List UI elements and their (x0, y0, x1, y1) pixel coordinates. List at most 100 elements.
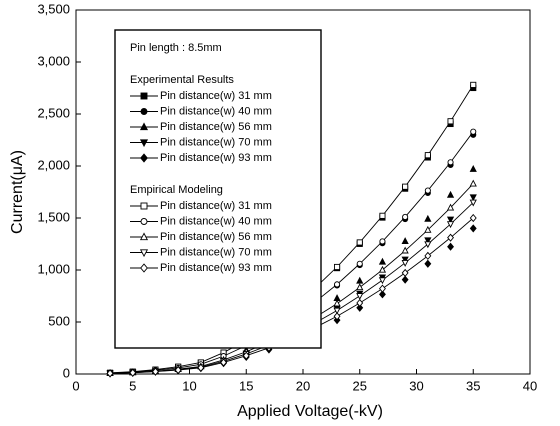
legend-label: Pin distance(w) 56 mm (160, 121, 272, 133)
x-tick-label: 35 (466, 378, 480, 393)
legend-label: Pin distance(w) 40 mm (160, 105, 272, 117)
marker (139, 232, 149, 241)
marker (356, 298, 364, 308)
marker (401, 237, 409, 244)
legend-group: Empirical Modeling (130, 184, 223, 196)
y-tick-label: 1,500 (37, 209, 70, 224)
marker (446, 203, 455, 211)
marker (469, 165, 477, 172)
marker (402, 213, 409, 221)
marker (356, 239, 363, 246)
marker (446, 190, 455, 198)
marker (401, 256, 409, 264)
marker (447, 118, 454, 125)
marker (378, 257, 387, 265)
marker (379, 238, 386, 245)
legend-label: Pin distance(w) 40 mm (160, 215, 272, 227)
marker (139, 249, 149, 258)
marker (356, 276, 364, 284)
marker (129, 368, 137, 377)
marker (446, 221, 455, 229)
marker (469, 213, 477, 223)
marker (401, 268, 409, 277)
legend: Pin length : 8.5mm Experimental Results Em… (114, 29, 322, 349)
y-tick-label: 500 (48, 313, 70, 328)
marker (424, 187, 431, 194)
marker (379, 284, 386, 293)
marker (242, 351, 250, 360)
marker (379, 290, 386, 299)
marker (356, 293, 364, 300)
y-tick-label: 0 (63, 365, 70, 380)
marker (333, 307, 341, 315)
marker (424, 241, 432, 249)
marker (424, 214, 432, 222)
marker (140, 92, 148, 100)
marker (470, 128, 477, 135)
y-tick-label: 2,000 (37, 157, 70, 172)
legend-label: Pin distance(w) 56 mm (160, 231, 272, 243)
legend-label: Pin distance(w) 70 mm (160, 136, 272, 148)
marker (140, 263, 148, 273)
marker (220, 358, 227, 367)
marker (424, 237, 432, 245)
x-tick-label: 40 (523, 378, 537, 393)
y-axis-label: Current(μA) (9, 150, 26, 234)
marker (378, 265, 387, 273)
marker (356, 260, 363, 267)
legend-group: Experimental Results (130, 74, 234, 86)
marker (140, 108, 148, 115)
marker (140, 153, 148, 163)
marker (470, 81, 477, 88)
marker (402, 183, 409, 190)
marker (139, 122, 149, 131)
marker (424, 152, 431, 159)
x-tick-label: 5 (129, 378, 136, 393)
x-tick-label: 15 (239, 378, 253, 393)
legend-label: Pin distance(w) 31 mm (160, 200, 272, 212)
marker (106, 369, 114, 378)
y-tick-label: 3,000 (37, 53, 70, 68)
marker (333, 312, 341, 321)
marker (378, 277, 387, 285)
marker (446, 216, 455, 224)
marker (197, 363, 205, 372)
marker (401, 260, 409, 267)
marker (334, 263, 341, 271)
x-tick-label: 30 (409, 378, 423, 393)
marker (401, 275, 409, 284)
x-tick-label: 20 (296, 378, 310, 393)
legend-label: Pin distance(w) 93 mm (160, 152, 272, 164)
legend-label: Pin distance(w) 93 mm (160, 262, 272, 274)
y-tick-label: 1,000 (37, 261, 70, 276)
marker (333, 299, 341, 307)
marker (140, 202, 148, 210)
marker (469, 179, 477, 187)
marker (174, 365, 182, 375)
marker (424, 259, 432, 268)
x-tick-label: 0 (72, 378, 79, 393)
x-tick-label: 10 (182, 378, 196, 393)
legend-title: Pin length : 8.5mm (130, 42, 222, 54)
marker (356, 303, 364, 312)
marker (139, 139, 149, 148)
marker (447, 159, 454, 166)
marker (424, 251, 432, 260)
marker (356, 283, 364, 291)
marker (379, 212, 386, 219)
legend-label: Pin distance(w) 31 mm (160, 90, 272, 102)
marker (333, 281, 341, 288)
marker (447, 242, 454, 251)
marker (424, 225, 432, 233)
marker (469, 224, 477, 233)
y-tick-label: 2,500 (37, 105, 70, 120)
x-axis-label: Applied Voltage(-kV) (237, 403, 383, 420)
marker (152, 367, 159, 376)
marker (140, 218, 148, 225)
marker (469, 199, 477, 207)
marker (401, 246, 409, 254)
marker (447, 233, 454, 242)
x-tick-label: 25 (353, 378, 367, 393)
